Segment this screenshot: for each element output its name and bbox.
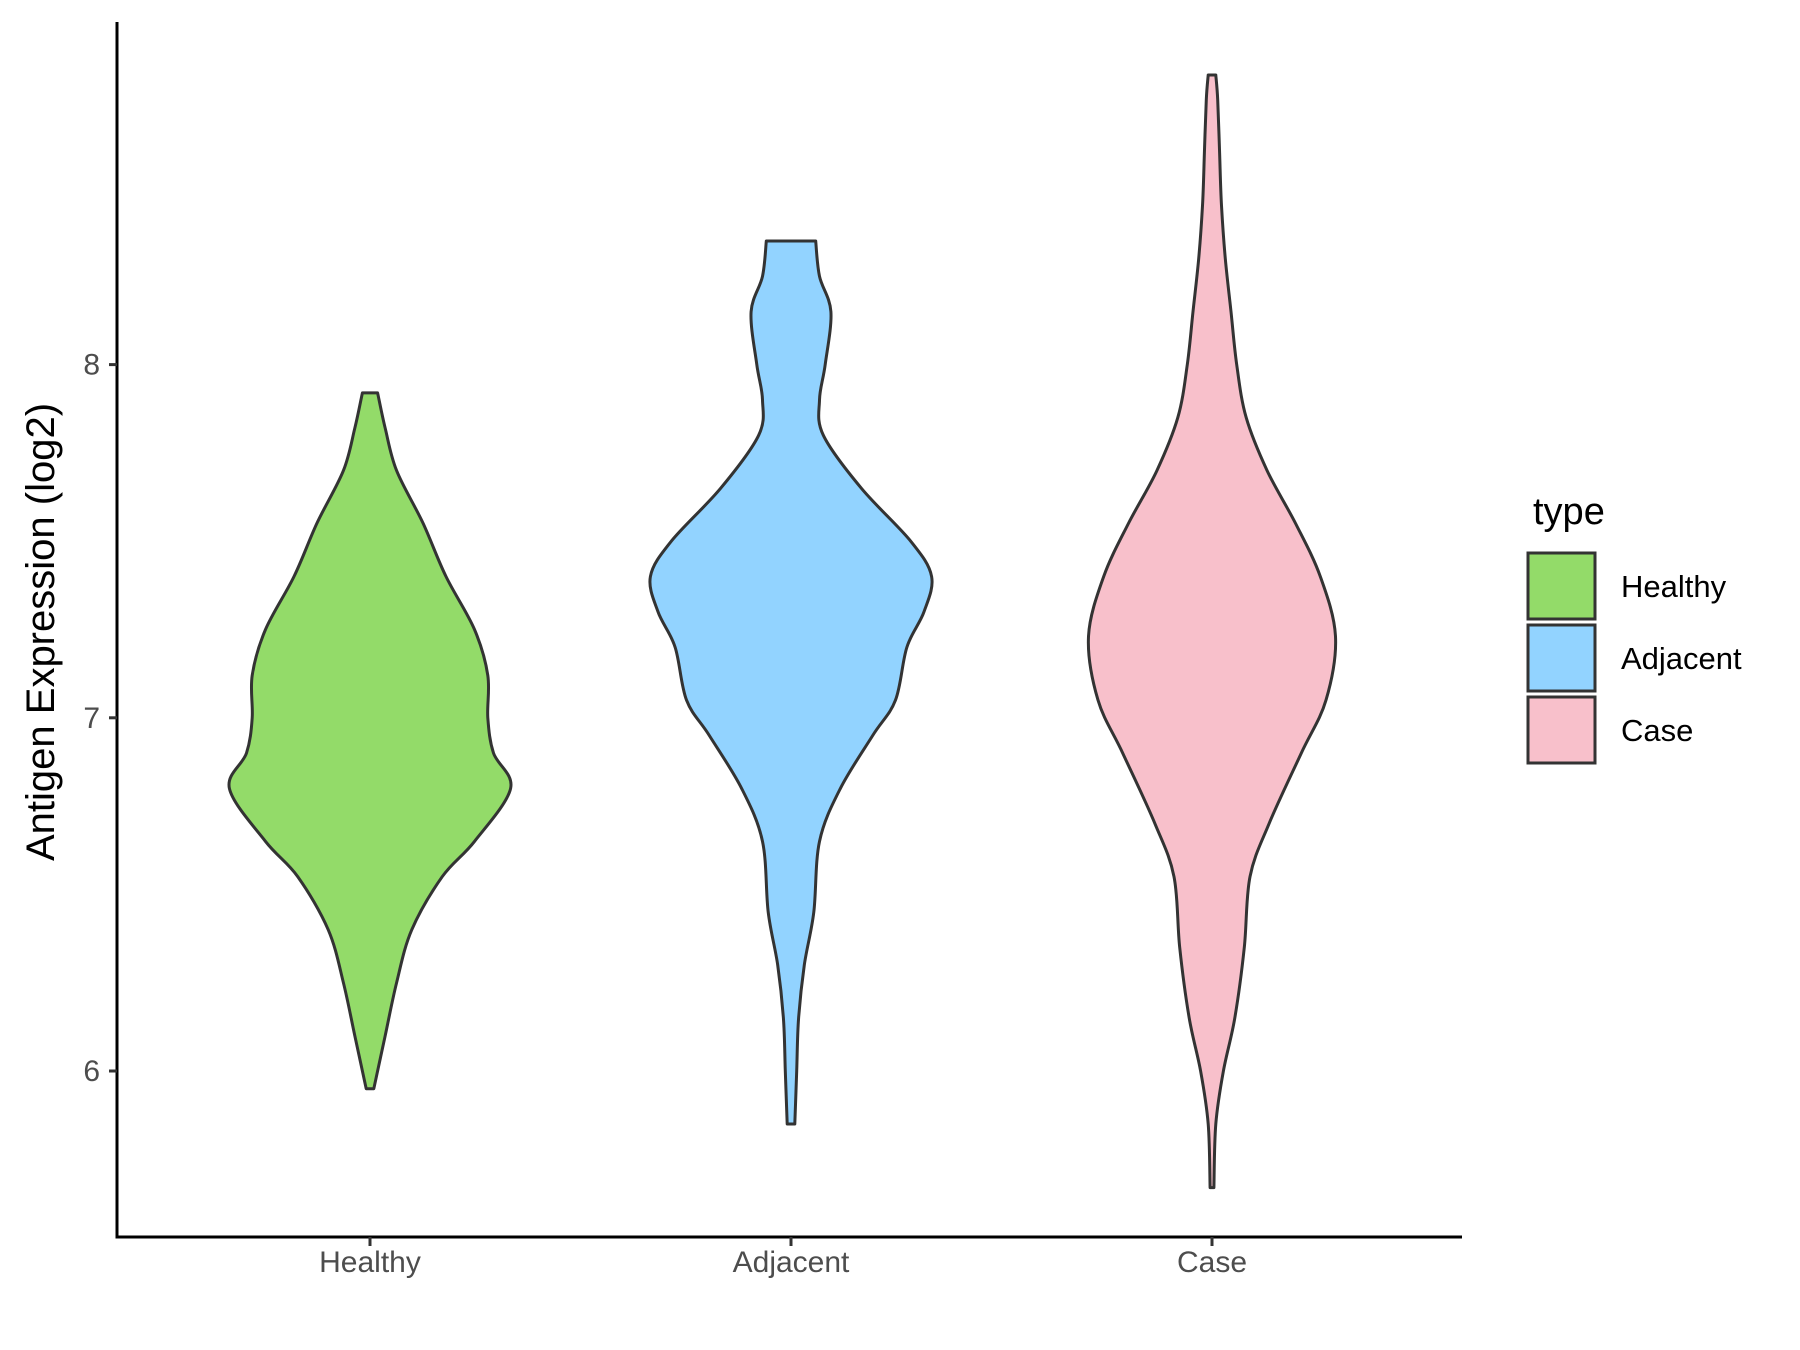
violin-adjacent (648, 239, 934, 1126)
legend-label-adjacent: Adjacent (1621, 641, 1742, 676)
legend-label-case: Case (1621, 713, 1693, 748)
x-ticks: Healthy Adjacent Case (319, 1237, 1247, 1279)
violin-case (1086, 73, 1338, 1190)
y-tick-label: 7 (83, 702, 100, 735)
legend-swatch-healthy (1526, 551, 1597, 621)
y-ticks: 6 7 8 (83, 349, 117, 1088)
legend-label-healthy: Healthy (1621, 569, 1727, 604)
x-tick-label-healthy: Healthy (319, 1246, 421, 1279)
legend-title: type (1533, 491, 1605, 533)
legend-entries: Healthy Adjacent Case (1526, 551, 1742, 765)
x-tick-label-case: Case (1177, 1246, 1247, 1279)
legend-swatch-adjacent (1526, 623, 1597, 693)
axes-layer (115, 22, 1462, 1239)
legend-swatch-case (1526, 695, 1597, 765)
y-tick-label: 6 (83, 1055, 100, 1088)
y-axis-title: Antigen Expression (log2) (19, 403, 63, 861)
legend: type Healthy Adjacent Case (1526, 491, 1742, 765)
y-tick-label: 8 (83, 349, 100, 382)
x-tick-label-adjacent: Adjacent (733, 1246, 850, 1279)
violins-layer (227, 73, 1338, 1190)
violin-healthy (227, 391, 513, 1091)
